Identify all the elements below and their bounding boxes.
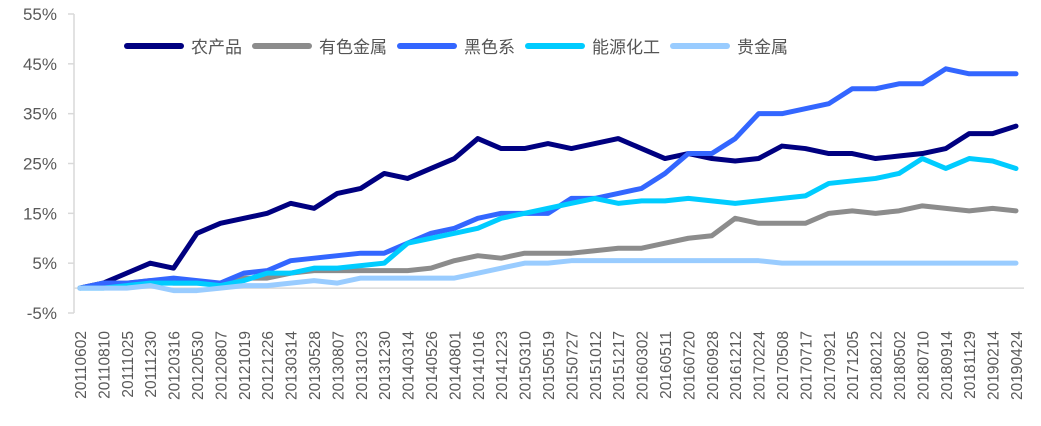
x-tick-label: 20150727 [564, 331, 581, 400]
x-tick-label: 20120316 [167, 331, 184, 400]
series-line-1 [77, 123, 1019, 291]
x-tick-label: 20170224 [752, 331, 769, 400]
legend-label: 有色金属 [319, 38, 387, 58]
legend-swatch [124, 42, 184, 49]
x-tick-label: 20121019 [237, 331, 254, 400]
x-tick-label: 20190214 [986, 331, 1003, 400]
legend-label: 能源化工 [592, 38, 660, 58]
y-tick-label: 5% [32, 254, 57, 273]
x-tick-label: 20140314 [401, 331, 418, 400]
legend-swatch [670, 42, 730, 49]
x-tick-label: 20180710 [915, 331, 932, 400]
x-tick-label: 20160720 [681, 331, 698, 400]
x-tick-label: 20121226 [260, 331, 277, 400]
x-tick-label: 20141016 [471, 331, 488, 400]
series-line-4 [77, 156, 1019, 291]
legend-item: 有色金属 [252, 33, 387, 58]
y-tick-label: -5% [27, 304, 57, 323]
x-tick-label: 20130807 [330, 331, 347, 400]
x-tick-label: 20170921 [822, 331, 839, 400]
x-tick-label: 20111025 [120, 331, 137, 398]
legend-item: 农产品 [124, 33, 242, 58]
x-tick-label: 20131230 [377, 331, 394, 400]
x-tick-label: 20131023 [354, 331, 371, 400]
x-tick-label: 20120530 [190, 331, 207, 400]
y-tick-label: 45% [23, 55, 57, 74]
x-tick-label: 20110810 [96, 331, 113, 399]
x-tick-label: 20190424 [1009, 331, 1026, 400]
legend-item: 能源化工 [525, 33, 660, 58]
x-tick-label: 20160511 [658, 331, 675, 399]
x-tick-label: 20151217 [611, 331, 628, 400]
legend-label: 黑色系 [464, 38, 515, 58]
series-line-3 [77, 66, 1019, 291]
legend-swatch [525, 42, 585, 49]
y-tick-label: 55% [23, 5, 57, 24]
x-tick-label: 20180502 [892, 331, 909, 400]
x-tick-label: 20161212 [728, 331, 745, 400]
x-tick-label: 20180914 [939, 331, 956, 400]
x-tick-label: 20111230 [143, 331, 160, 398]
y-tick-label: 15% [23, 204, 57, 223]
y-tick-label: 35% [23, 105, 57, 124]
legend-label: 农产品 [191, 38, 242, 58]
y-tick-label: 25% [23, 155, 57, 174]
series-line-5 [77, 258, 1019, 294]
x-tick-label: 20110602 [73, 331, 90, 399]
x-tick-label: 20140526 [424, 331, 441, 400]
x-tick-label: 20151012 [588, 331, 605, 400]
x-tick-label: 20180212 [869, 331, 886, 400]
x-tick-label: 20120807 [213, 331, 230, 400]
x-tick-label: 20171205 [845, 331, 862, 400]
legend-item: 贵金属 [670, 33, 788, 58]
series-line-2 [77, 203, 1019, 291]
x-tick-label: 20160302 [635, 331, 652, 400]
legend-item: 黑色系 [397, 33, 515, 58]
x-tick-label: 20170717 [798, 331, 815, 400]
legend: 农产品 有色金属 黑色系 能源化工 贵金属 [124, 33, 798, 58]
x-tick-label: 20140801 [447, 331, 464, 400]
x-tick-label: 20150310 [518, 331, 535, 400]
x-tick-label: 20150519 [541, 331, 558, 400]
x-tick-label: 20170508 [775, 331, 792, 400]
x-tick-label: 20141223 [494, 331, 511, 400]
legend-swatch [252, 42, 312, 49]
x-tick-label: 20160928 [705, 331, 722, 400]
legend-label: 贵金属 [737, 38, 788, 58]
x-tick-label: 20181129 [962, 331, 979, 399]
x-tick-label: 20130314 [284, 331, 301, 400]
legend-swatch [397, 42, 457, 49]
x-tick-label: 20130528 [307, 331, 324, 400]
